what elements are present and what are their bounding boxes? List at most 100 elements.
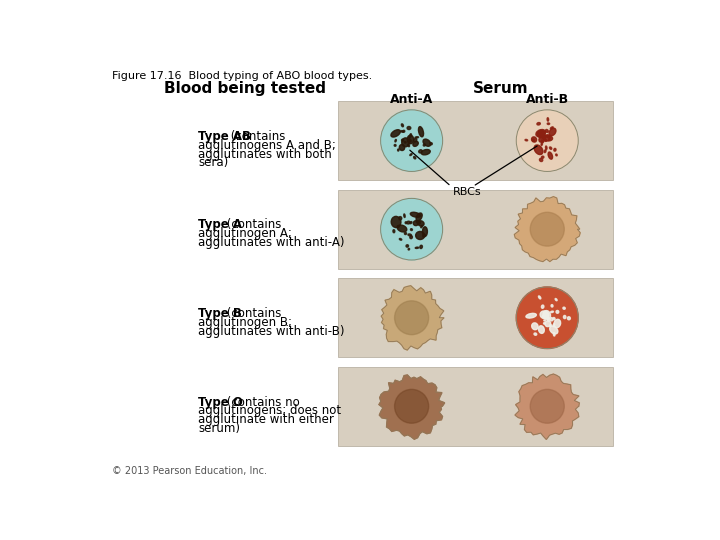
Ellipse shape [418,221,424,226]
Text: (contains: (contains [222,307,281,320]
Ellipse shape [542,315,545,318]
Ellipse shape [430,143,432,145]
Ellipse shape [418,126,423,137]
Ellipse shape [541,140,544,143]
Ellipse shape [532,139,534,141]
Ellipse shape [423,139,431,146]
Ellipse shape [406,245,408,247]
Ellipse shape [397,226,399,227]
Text: sera): sera) [199,157,229,170]
Ellipse shape [405,232,407,234]
Ellipse shape [418,221,420,224]
Text: agglutinogens; does not: agglutinogens; does not [199,404,341,417]
Ellipse shape [539,158,543,161]
Ellipse shape [395,145,396,146]
Ellipse shape [534,333,536,335]
Ellipse shape [410,221,412,224]
Ellipse shape [402,138,410,147]
Ellipse shape [408,234,411,236]
Polygon shape [381,286,444,350]
Ellipse shape [556,310,559,313]
Ellipse shape [541,143,543,145]
Ellipse shape [416,213,422,221]
Circle shape [395,301,428,335]
Ellipse shape [537,123,540,125]
Ellipse shape [555,299,557,301]
Ellipse shape [553,318,555,320]
Ellipse shape [546,130,549,132]
Ellipse shape [539,136,546,142]
Text: agglutinate with either: agglutinate with either [199,413,334,426]
Text: agglutinogens A and B;: agglutinogens A and B; [199,139,336,152]
Circle shape [381,198,443,260]
Ellipse shape [405,222,407,224]
Ellipse shape [413,221,418,226]
Text: RBCs: RBCs [453,187,482,197]
Ellipse shape [408,248,410,250]
Ellipse shape [567,317,570,320]
Text: (contains no: (contains no [222,395,300,409]
Ellipse shape [391,217,401,227]
Text: Anti-B: Anti-B [526,92,569,105]
Ellipse shape [410,154,412,156]
Ellipse shape [413,141,418,146]
Text: (contains: (contains [227,130,285,143]
Ellipse shape [547,319,550,321]
Ellipse shape [553,324,554,327]
Ellipse shape [536,130,546,137]
Ellipse shape [397,225,407,232]
Ellipse shape [564,315,566,319]
Ellipse shape [545,139,546,141]
Ellipse shape [415,137,418,138]
Ellipse shape [410,212,420,217]
Ellipse shape [550,127,553,129]
Ellipse shape [423,144,426,146]
Text: agglutinogen A;: agglutinogen A; [199,227,292,240]
Ellipse shape [544,322,546,324]
Text: (contains: (contains [222,218,281,232]
Ellipse shape [539,296,541,299]
Ellipse shape [410,228,413,231]
Ellipse shape [554,319,561,328]
Text: Type O: Type O [199,395,243,409]
Polygon shape [515,374,580,440]
Bar [338,278,613,357]
Ellipse shape [541,156,544,158]
Ellipse shape [541,305,544,308]
Ellipse shape [408,144,410,147]
Ellipse shape [549,326,558,334]
Ellipse shape [420,225,423,228]
Ellipse shape [554,148,556,151]
Text: agglutinates with anti-A): agglutinates with anti-A) [199,236,345,249]
Ellipse shape [547,123,549,125]
Circle shape [395,389,428,423]
Ellipse shape [549,137,550,140]
Ellipse shape [395,139,397,142]
Text: © 2013 Pearson Education, Inc.: © 2013 Pearson Education, Inc. [112,466,266,476]
Ellipse shape [546,135,549,138]
Text: serum): serum) [199,422,240,435]
Text: Type A: Type A [199,218,243,232]
Ellipse shape [401,124,403,127]
Circle shape [516,110,578,171]
Ellipse shape [416,221,418,223]
Ellipse shape [554,333,555,336]
Text: agglutinogen B;: agglutinogen B; [199,316,292,329]
Ellipse shape [413,157,415,159]
Ellipse shape [421,150,431,155]
Ellipse shape [534,145,543,154]
Ellipse shape [545,321,551,327]
Ellipse shape [393,230,395,233]
Ellipse shape [537,131,545,138]
Ellipse shape [410,134,412,137]
Ellipse shape [548,152,552,159]
Ellipse shape [547,317,549,319]
Text: Serum: Serum [473,81,528,96]
Text: agglutinates with both: agglutinates with both [199,147,332,160]
Ellipse shape [391,130,400,137]
Text: Anti-A: Anti-A [390,92,433,105]
Circle shape [530,212,564,246]
Ellipse shape [405,141,406,143]
Ellipse shape [546,146,547,150]
Circle shape [530,389,564,423]
